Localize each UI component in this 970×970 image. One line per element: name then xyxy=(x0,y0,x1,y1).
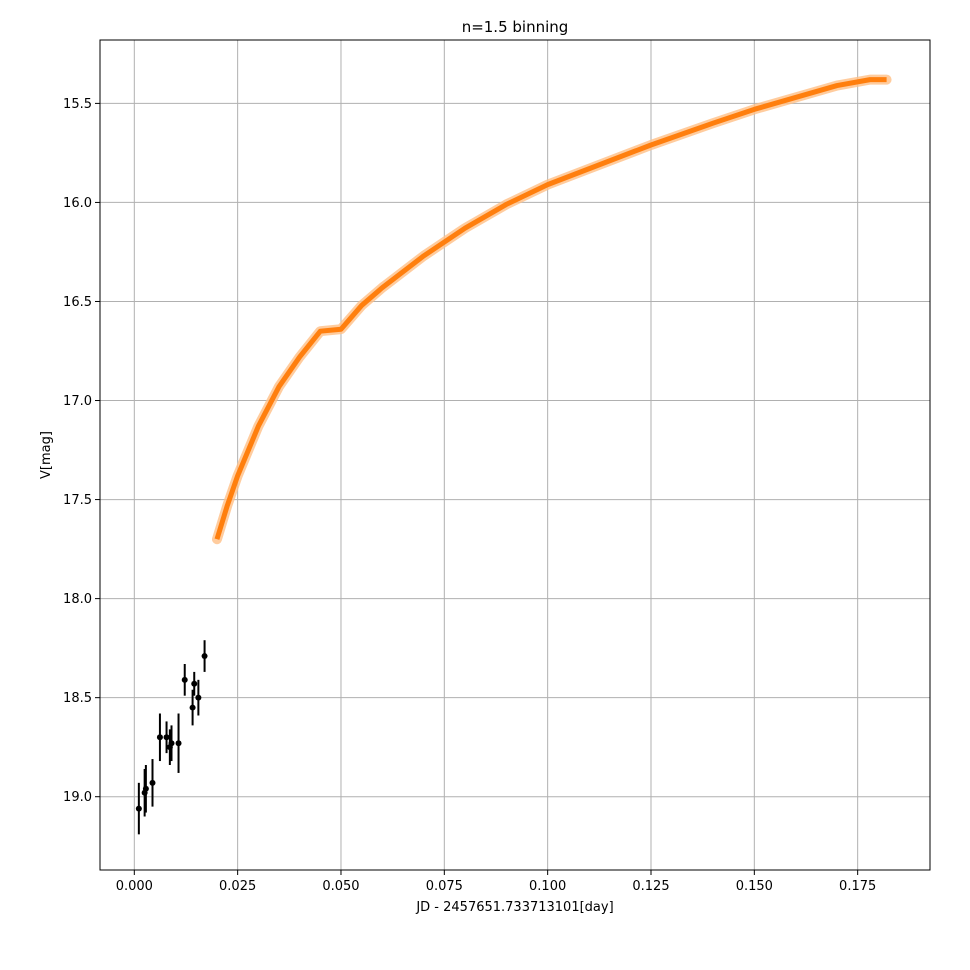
x-tick-label: 0.025 xyxy=(219,879,256,894)
y-axis-label: V[mag] xyxy=(39,431,54,479)
data-point xyxy=(163,734,170,741)
plot-frame xyxy=(99,39,931,871)
x-tick-label: 0.000 xyxy=(116,879,153,894)
x-tick-label: 0.175 xyxy=(839,879,876,894)
data-point xyxy=(142,785,149,792)
model-band xyxy=(211,74,892,545)
data-point xyxy=(175,740,182,747)
x-tick-label: 0.050 xyxy=(322,879,359,894)
x-tick-label: 0.075 xyxy=(426,879,463,894)
data-point xyxy=(135,805,142,812)
x-axis: 0.000 0.025 0.050 0.075 0.100 0.125 0.150 0.175 xyxy=(116,870,876,894)
y-tick-label: 16.5 xyxy=(63,295,92,310)
data-point xyxy=(156,734,163,741)
x-tick-label: 0.100 xyxy=(529,879,566,894)
y-tick-label: 18.0 xyxy=(63,592,92,607)
plot-area xyxy=(100,40,930,870)
chart-title: n=1.5 binning xyxy=(462,18,569,36)
y-axis: 15.5 16.0 16.5 17.0 17.5 18.0 18.5 19.0 xyxy=(63,97,100,805)
data-point xyxy=(201,653,208,660)
data-point xyxy=(181,676,188,683)
x-tick-label: 0.125 xyxy=(632,879,669,894)
x-axis-label: JD - 2457651.733713101[day] xyxy=(415,900,613,915)
y-tick-label: 15.5 xyxy=(63,97,92,112)
data-point xyxy=(195,694,202,701)
y-tick-label: 16.0 xyxy=(63,196,92,211)
data-point xyxy=(189,704,196,711)
data-point xyxy=(168,740,175,747)
y-tick-label: 18.5 xyxy=(63,691,92,706)
observation-points xyxy=(135,640,208,835)
data-point xyxy=(191,680,198,687)
x-tick-label: 0.150 xyxy=(736,879,773,894)
model-curve xyxy=(214,77,887,540)
y-tick-label: 17.5 xyxy=(63,493,92,508)
y-tick-label: 19.0 xyxy=(63,790,92,805)
y-tick-label: 17.0 xyxy=(63,394,92,409)
data-point xyxy=(149,779,156,786)
